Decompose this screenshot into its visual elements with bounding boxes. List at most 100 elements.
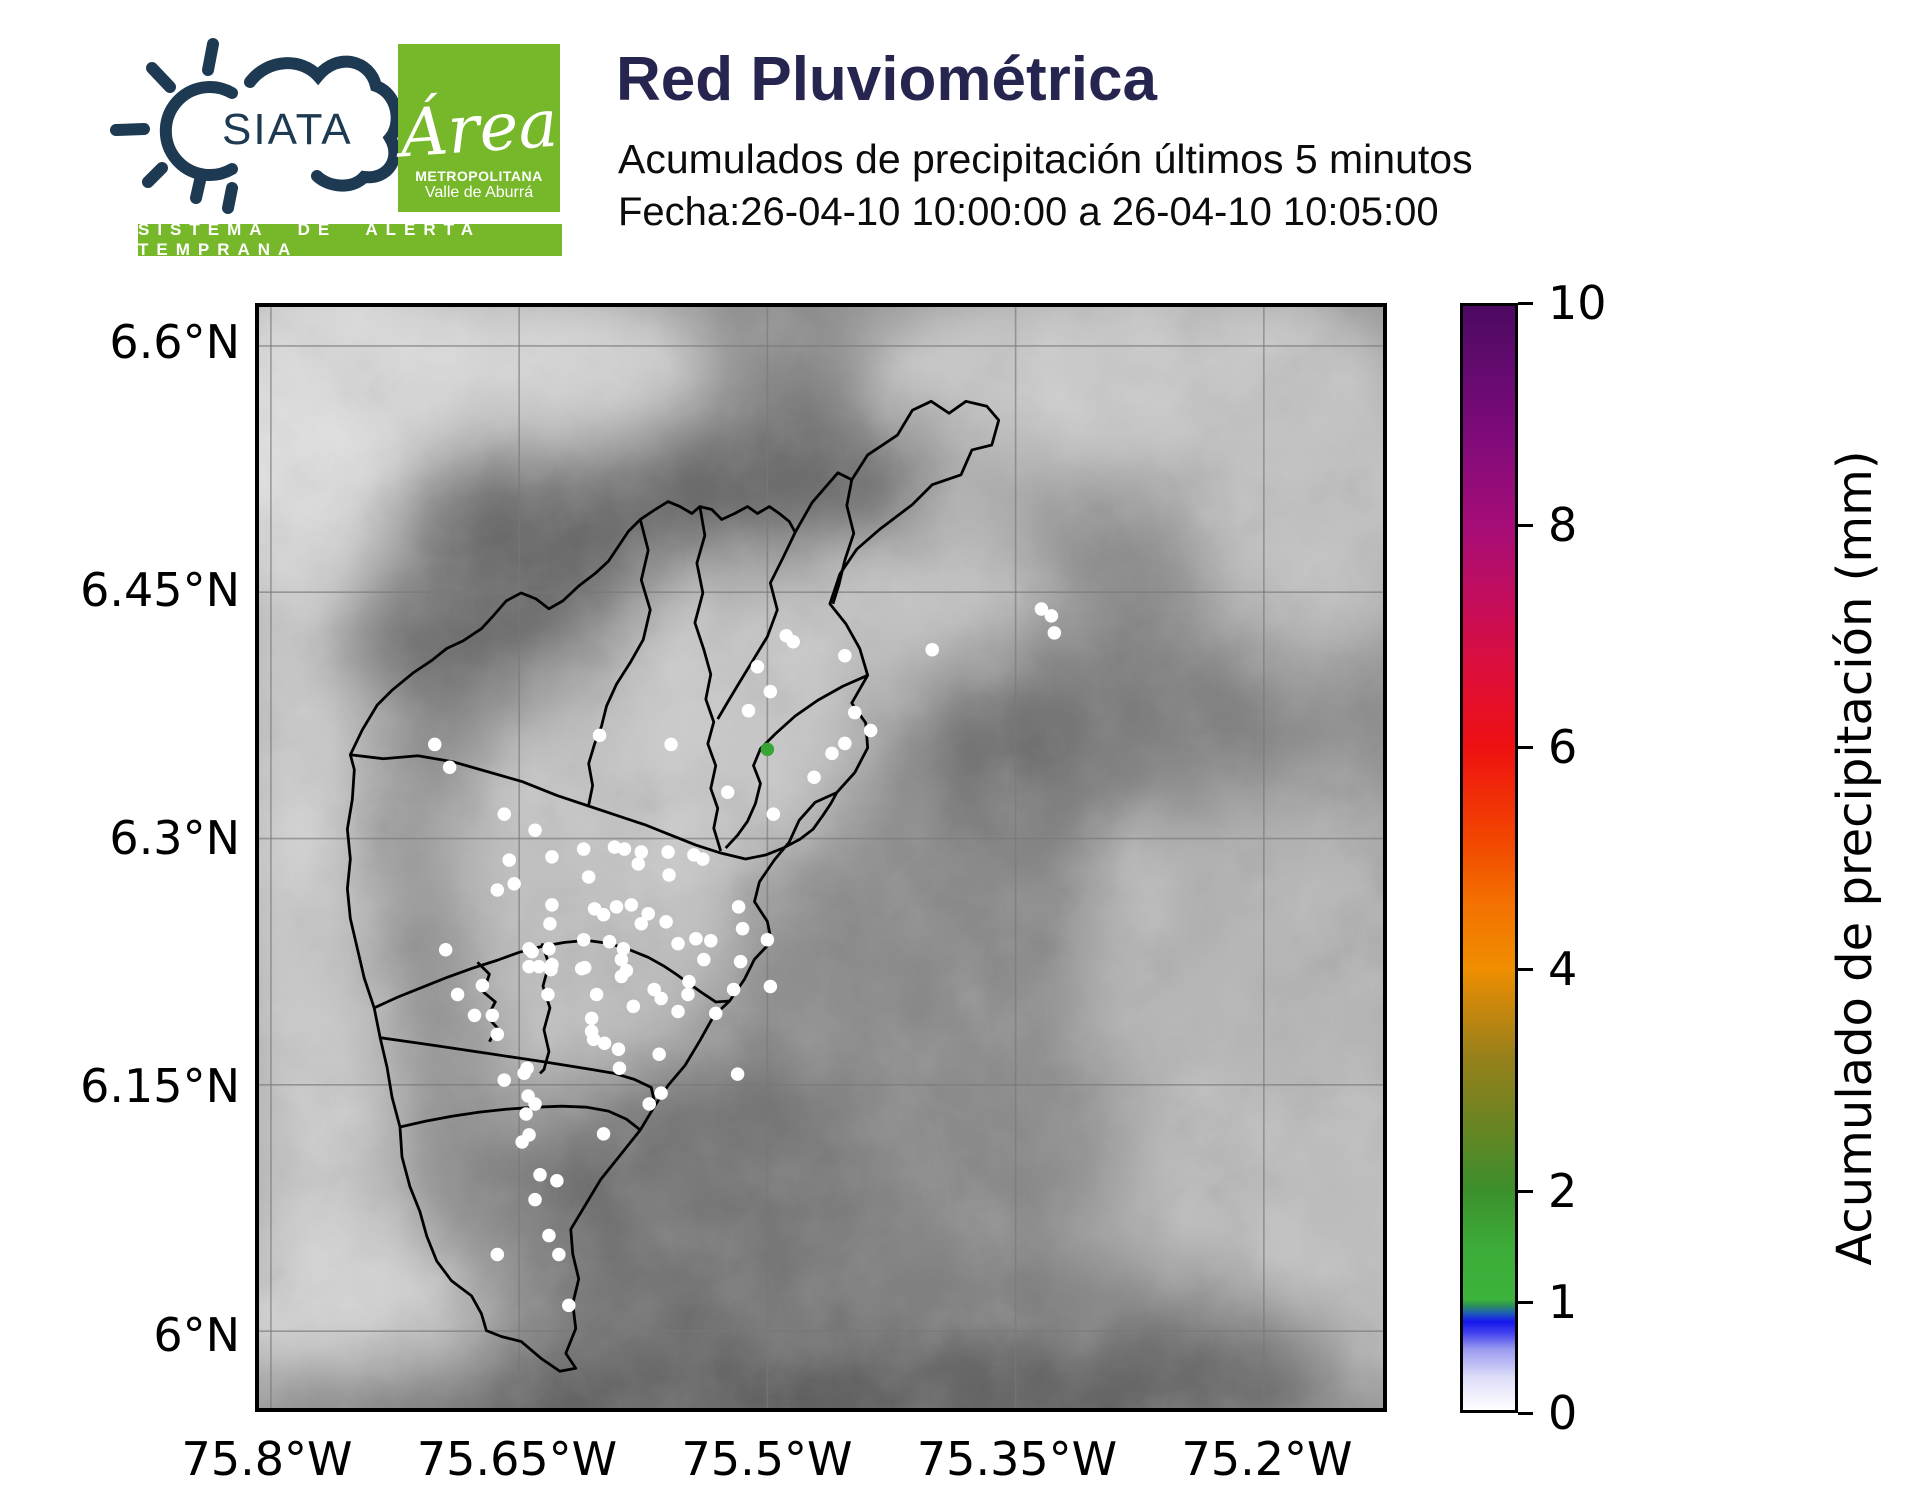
station-dot (617, 842, 632, 856)
station-dot (671, 1004, 685, 1019)
station-dot (779, 628, 793, 643)
area-logo-line1: METROPOLITANA (415, 168, 543, 184)
municipality-boundary (724, 674, 869, 850)
area-logo-line2: Valle de Aburrá (424, 184, 534, 201)
station-dot (597, 1036, 612, 1051)
station-dot (659, 915, 673, 929)
station-dot (696, 852, 710, 866)
station-dot (848, 705, 862, 720)
station-dot (485, 1008, 500, 1023)
station-dot (490, 1027, 505, 1042)
municipality-boundary (350, 753, 839, 861)
station-dot (609, 900, 624, 914)
station-dot (642, 1097, 656, 1111)
y-tick-label: 6.6°N (109, 315, 240, 370)
map-plot-area (255, 303, 1387, 1412)
station-dot (726, 982, 741, 997)
station-dot (624, 898, 639, 912)
siata-logo: SIATA (110, 38, 403, 214)
station-dot (626, 999, 641, 1014)
station-dot (681, 987, 695, 1002)
municipality-boundary (716, 531, 797, 720)
station-dot (543, 916, 557, 931)
station-dot (545, 850, 559, 864)
station-dot (760, 932, 775, 947)
station-dot (611, 1042, 626, 1056)
colorbar-tickmark (1518, 301, 1533, 305)
station-dot (490, 883, 505, 897)
sun-ray-icon (142, 162, 168, 188)
colorbar-tick-label: 2 (1548, 1164, 1578, 1218)
station-dot (838, 736, 852, 751)
station-dot (750, 660, 765, 674)
area-logo-script: Área (397, 84, 561, 173)
station-dot (652, 1047, 666, 1062)
station-dot (490, 1247, 505, 1262)
station-dot (631, 857, 646, 871)
station-dot (661, 845, 675, 859)
municipality-boundary (587, 519, 652, 806)
station-dot (616, 941, 631, 956)
station-dot (522, 959, 536, 974)
station-dot (596, 907, 611, 922)
colorbar-tick-label: 10 (1548, 276, 1607, 330)
colorbar-tickmark (1518, 745, 1533, 749)
station-dot (662, 868, 676, 882)
station-dot (581, 870, 596, 884)
station-dot (1034, 602, 1049, 616)
station-dot (577, 960, 592, 975)
station-dot (863, 723, 878, 738)
station-dot (576, 932, 591, 947)
station-dot (825, 746, 839, 761)
station-dot (671, 936, 685, 951)
siata-logo-text: SIATA (222, 105, 353, 154)
station-dot (528, 1097, 542, 1111)
station-dot (528, 823, 542, 837)
station-dot (475, 978, 490, 993)
municipality-boundary (345, 399, 1001, 1373)
siata-banner: SISTEMA DE ALERTA TEMPRANA (138, 220, 562, 259)
station-dot (925, 642, 939, 657)
station-dot (697, 952, 711, 967)
sun-arc-icon (159, 81, 238, 181)
station-dot (654, 1086, 668, 1100)
sun-ray-icon (202, 38, 219, 76)
y-tick-label: 6.3°N (109, 811, 240, 866)
station-dot (720, 785, 735, 800)
colorbar (1460, 303, 1518, 1413)
station-dot (682, 974, 696, 989)
station-dot (528, 1192, 542, 1207)
station-dot (427, 737, 442, 752)
station-dot (634, 845, 649, 859)
station-dot (550, 1174, 564, 1188)
station-dot (654, 991, 668, 1006)
station-dot (614, 969, 629, 984)
station-dot (532, 959, 546, 974)
station-dot (763, 979, 778, 994)
sun-ray-icon (110, 123, 150, 136)
station-dot (552, 1247, 566, 1262)
station-dot (689, 931, 703, 946)
municipality-boundaries (345, 399, 1001, 1373)
station-dot (497, 807, 512, 821)
station-dot (545, 898, 559, 912)
station-dot (525, 944, 539, 959)
station-dot (502, 853, 516, 867)
station-dot (519, 1107, 533, 1121)
terrain-texture (259, 307, 1383, 1408)
station-dot (704, 933, 718, 948)
station-dot (562, 1298, 576, 1313)
colorbar-tickmark (1518, 1300, 1533, 1304)
station-dot (641, 906, 655, 921)
sun-ray-icon (146, 62, 176, 93)
station-dot (545, 957, 559, 972)
area-metropolitana-logo: Área METROPOLITANA Valle de Aburrá (398, 44, 560, 212)
municipality-boundary (831, 479, 856, 605)
station-dot (763, 684, 778, 699)
station-dot (730, 1067, 745, 1081)
colorbar-tick-label: 1 (1548, 1275, 1578, 1329)
station-dot (741, 703, 756, 718)
station-dot (515, 1135, 529, 1149)
station-dot (586, 1032, 601, 1047)
cloud-icon (244, 55, 403, 192)
